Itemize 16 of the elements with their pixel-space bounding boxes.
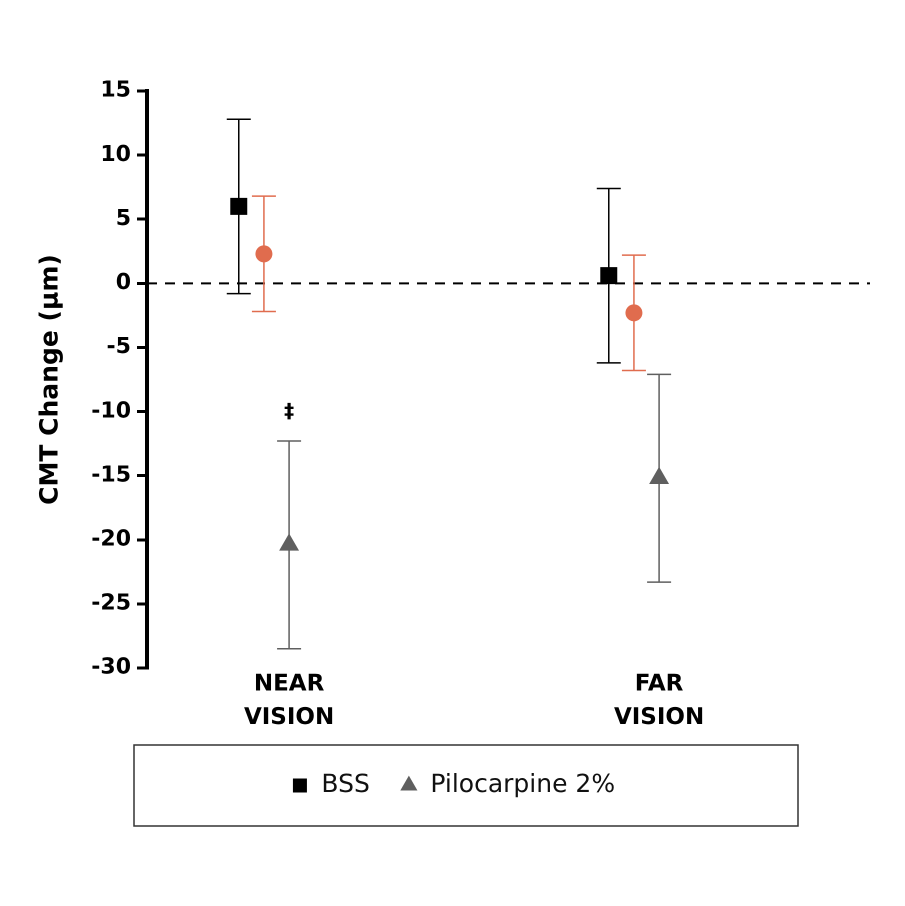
y-tick-label: -20 (91, 526, 131, 552)
y-tick-label: -10 (91, 398, 131, 424)
y-axis-title: CMT Change (µm) (34, 254, 64, 505)
x-tick-label: FAR VISION (614, 670, 704, 730)
y-tick-label: -30 (91, 654, 131, 680)
y-tick-label: 10 (100, 142, 131, 167)
y-tick-label: 5 (116, 206, 131, 231)
legend-label: BSS (321, 769, 370, 798)
y-tick-label: -25 (91, 590, 131, 616)
y-tick-label: -15 (91, 462, 131, 488)
legend-label: Pilocarpine 2% (430, 769, 616, 798)
annotation: ‡ (284, 398, 294, 423)
y-tick-label: 15 (100, 78, 131, 103)
y-tick-label: -5 (106, 334, 131, 360)
y-tick-label: 0 (116, 270, 131, 296)
x-tick-label: NEAR VISION (244, 670, 334, 730)
